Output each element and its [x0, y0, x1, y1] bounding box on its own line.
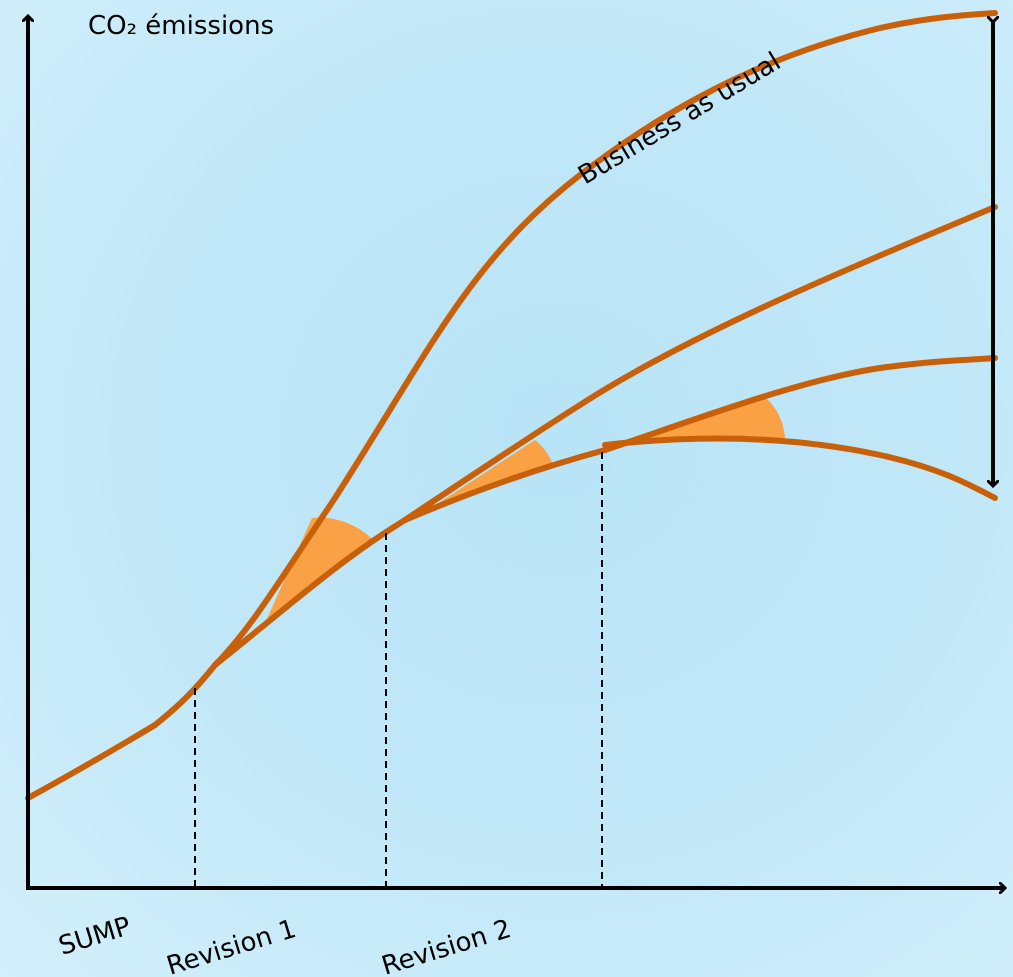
revision-1-curve — [212, 204, 998, 668]
sump-label: SUMP — [55, 911, 134, 961]
business-as-usual-curve — [25, 10, 998, 801]
reduction-wedge-3 — [640, 397, 785, 440]
sump-measures-curve — [602, 435, 998, 501]
revision-2-curve — [402, 355, 998, 523]
y-axis-label: CO₂ émissions — [88, 11, 274, 41]
revision-2-label: Revision 2 — [378, 914, 514, 977]
business-as-usual-label: Business as usual — [573, 47, 786, 191]
reduction-wedge-2 — [425, 440, 553, 512]
revision-1-label: Revision 1 — [163, 914, 299, 977]
